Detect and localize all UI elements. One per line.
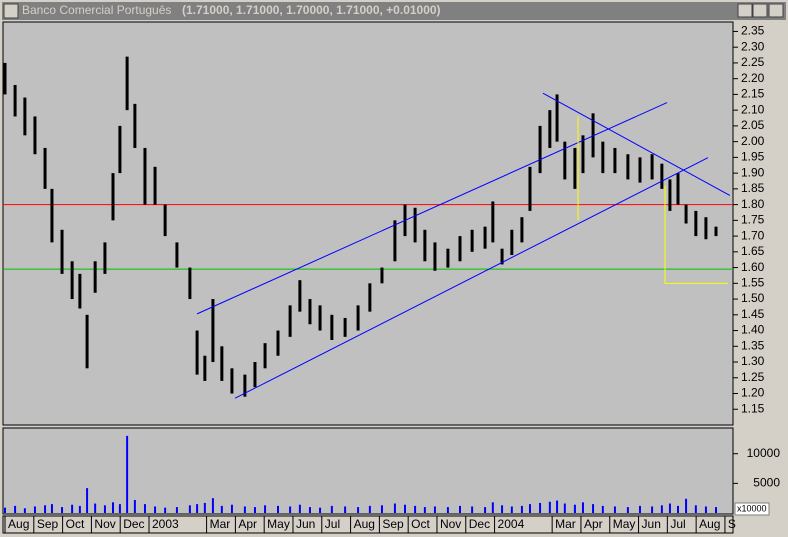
x-tick-label: Apr bbox=[238, 517, 257, 531]
x-tick-label: Jun bbox=[296, 517, 315, 531]
x-tick-label: 2004 bbox=[498, 517, 525, 531]
x-tick-label: 2003 bbox=[152, 517, 179, 531]
trend-line bbox=[234, 157, 709, 399]
y-tick-label: 2.20 bbox=[741, 71, 765, 85]
window-icon[interactable] bbox=[3, 3, 19, 19]
x-axis-bar bbox=[2, 515, 734, 534]
y-tick-label: 1.55 bbox=[741, 275, 765, 289]
chart-subtitle: (1.71000, 1.71000, 1.70000, 1.71000, +0.… bbox=[182, 3, 441, 17]
y-tick-label: 1.20 bbox=[741, 386, 765, 400]
x-tick-label: Sep bbox=[382, 517, 404, 531]
trend-line bbox=[664, 185, 728, 284]
y-tick-label: 1.75 bbox=[741, 213, 765, 227]
chart-title: Banco Comercial Português bbox=[22, 3, 171, 17]
x-tick-label: Apr bbox=[584, 517, 603, 531]
y-tick-label: 1.65 bbox=[741, 244, 765, 258]
x-tick-label: Aug bbox=[354, 517, 375, 531]
y-tick-label: 2.35 bbox=[741, 24, 765, 38]
y-tick-label: 1.40 bbox=[741, 323, 765, 337]
x-tick-label: May bbox=[613, 517, 636, 531]
close-button[interactable] bbox=[768, 3, 784, 18]
x-tick-label: May bbox=[267, 517, 290, 531]
x-tick-label: Oct bbox=[66, 517, 85, 531]
y-tick-label: 1.35 bbox=[741, 338, 765, 352]
x-tick-label: Oct bbox=[411, 517, 430, 531]
x-tick-label: Nov bbox=[94, 517, 115, 531]
y-tick-label: 1.30 bbox=[741, 354, 765, 368]
volume-unit-box bbox=[734, 502, 770, 516]
y-tick-label: 2.05 bbox=[741, 118, 765, 132]
x-tick-label: Dec bbox=[123, 517, 144, 531]
y-tick-label: 1.95 bbox=[741, 150, 765, 164]
x-tick-label: Mar bbox=[555, 517, 576, 531]
x-tick-label: Jul bbox=[325, 517, 340, 531]
x-tick-label: Nov bbox=[440, 517, 461, 531]
y-tick-label: 2.00 bbox=[741, 134, 765, 148]
minimize-button[interactable] bbox=[737, 3, 753, 18]
x-tick-label: Aug bbox=[699, 517, 720, 531]
y-tick-label: 1.15 bbox=[741, 401, 765, 415]
x-tick-label: Jul bbox=[670, 517, 685, 531]
trend-line bbox=[196, 102, 668, 315]
x-tick-label: Mar bbox=[210, 517, 231, 531]
y-tick-label: 1.70 bbox=[741, 228, 765, 242]
y-tick-label: 1.50 bbox=[741, 291, 765, 305]
volume-panel bbox=[2, 427, 734, 515]
y-tick-label: 2.10 bbox=[741, 102, 765, 116]
y-tick-label: 2.15 bbox=[741, 87, 765, 101]
y-tick-label: 1.60 bbox=[741, 260, 765, 274]
y-tick-label: 1.80 bbox=[741, 197, 765, 211]
maximize-button[interactable] bbox=[752, 3, 768, 18]
x-tick-label: Jun bbox=[642, 517, 661, 531]
title-bar bbox=[2, 2, 786, 20]
y-tick-label: 1.25 bbox=[741, 370, 765, 384]
x-tick-label: Dec bbox=[469, 517, 490, 531]
trend-line bbox=[542, 92, 731, 196]
y-tick-label: 1.85 bbox=[741, 181, 765, 195]
volume-unit: x10000 bbox=[737, 503, 767, 513]
volume-tick-label: 5000 bbox=[753, 476, 780, 490]
y-tick-label: 2.30 bbox=[741, 39, 765, 53]
volume-tick-label: 10000 bbox=[747, 446, 781, 460]
y-tick-label: 2.25 bbox=[741, 55, 765, 69]
x-tick-label: Sep bbox=[37, 517, 59, 531]
x-tick-label: S bbox=[728, 517, 736, 531]
price-panel bbox=[2, 21, 734, 426]
y-tick-label: 1.45 bbox=[741, 307, 765, 321]
y-tick-label: 1.90 bbox=[741, 165, 765, 179]
x-tick-label: Aug bbox=[8, 517, 29, 531]
